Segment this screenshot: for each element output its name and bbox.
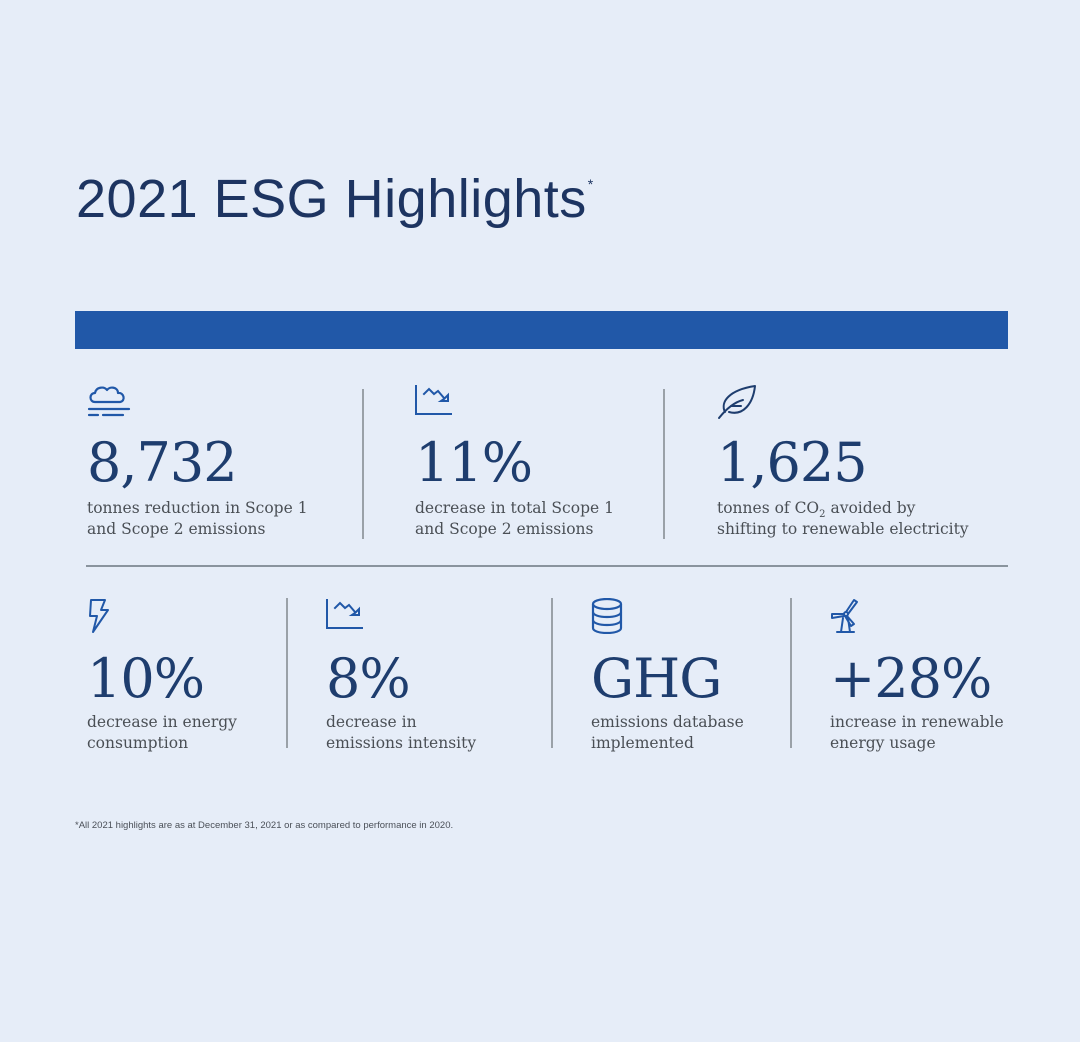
page-title-text: 2021 ESG Highlights — [76, 169, 587, 229]
stat-description-line2: and Scope 2 emissions — [415, 520, 594, 538]
footnote: *All 2021 highlights are as at December … — [75, 820, 454, 831]
stat-energy-decrease: 10% decrease in energy consumption — [87, 598, 277, 758]
leaf-icon — [717, 384, 757, 420]
column-divider — [286, 598, 288, 748]
stat-description-line2: implemented — [591, 734, 694, 752]
cloud-fog-icon — [87, 384, 131, 420]
stat-total-decrease: 11% decrease in total Scope 1 and Scope … — [415, 384, 655, 544]
stat-scope-reduction: 8,732 tonnes reduction in Scope 1 and Sc… — [87, 384, 347, 544]
stat-description-line2: and Scope 2 emissions — [87, 520, 266, 538]
column-divider — [663, 389, 665, 539]
stat-renewable-increase: +28% increase in renewable energy usage — [830, 598, 1030, 758]
lightning-icon — [87, 598, 111, 634]
column-divider — [551, 598, 553, 748]
chart-decrease-icon — [415, 384, 453, 416]
stat-description-line1: tonnes reduction in Scope 1 — [87, 499, 308, 517]
stat-description-line2: emissions intensity — [326, 734, 477, 752]
stat-ghg-database: GHG emissions database implemented — [591, 598, 781, 758]
stat-value: 1,625 — [717, 431, 868, 494]
stat-value: 8% — [326, 647, 411, 710]
stat-value: 10% — [87, 647, 205, 710]
stat-co2-avoided: 1,625 tonnes of CO2 avoided by shifting … — [717, 384, 1007, 544]
stat-description-line1: increase in renewable — [830, 713, 1004, 731]
database-icon — [591, 598, 623, 634]
stat-description-line1: decrease in — [326, 713, 417, 731]
stat-value: 11% — [415, 431, 533, 494]
page-title: 2021 ESG Highlights* — [76, 168, 593, 230]
footnote-marker: * — [587, 176, 594, 192]
stat-description-line2: consumption — [87, 734, 189, 752]
chart-decrease-icon — [326, 598, 364, 630]
stat-value: 8,732 — [87, 431, 238, 494]
column-divider — [362, 389, 364, 539]
wind-turbine-icon — [830, 598, 860, 634]
stat-description-line1: decrease in total Scope 1 — [415, 499, 614, 517]
row-divider — [86, 565, 1008, 567]
stat-description-line2: energy usage — [830, 734, 936, 752]
stat-value: GHG — [591, 647, 722, 710]
column-divider — [790, 598, 792, 748]
stat-value: +28% — [830, 647, 992, 710]
stat-description-line2: shifting to renewable electricity — [717, 520, 969, 538]
stat-description-line1: decrease in energy — [87, 713, 237, 731]
accent-bar — [75, 311, 1008, 349]
stat-description-line1: emissions database — [591, 713, 744, 731]
stat-intensity-decrease: 8% decrease in emissions intensity — [326, 598, 536, 758]
stat-description-line1: tonnes of CO2 avoided by — [717, 499, 916, 520]
